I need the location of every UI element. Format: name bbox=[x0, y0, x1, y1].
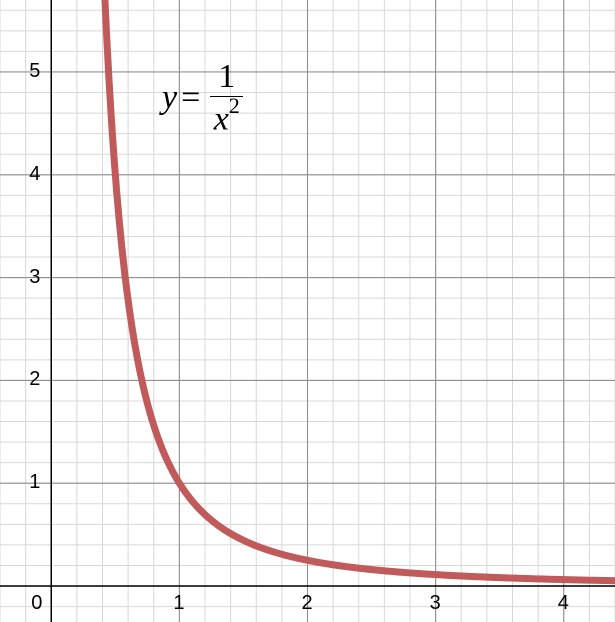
equation-numerator: 1 bbox=[210, 60, 243, 97]
equation-lhs: y bbox=[162, 79, 177, 117]
equation-equals: = bbox=[181, 79, 200, 117]
function-plot bbox=[0, 0, 615, 622]
x-axis-label-2: 2 bbox=[302, 592, 313, 615]
equation-label: y = 1 x2 bbox=[162, 60, 243, 136]
y-axis-label-5: 5 bbox=[29, 60, 40, 83]
x-axis-label-4: 4 bbox=[558, 592, 569, 615]
y-axis-label-1: 1 bbox=[29, 471, 40, 494]
equation-denominator: x2 bbox=[214, 97, 240, 136]
equation-denom-exp: 2 bbox=[229, 93, 240, 118]
equation-denom-base: x bbox=[214, 100, 229, 137]
y-axis-label-2: 2 bbox=[29, 368, 40, 391]
x-axis-label-3: 3 bbox=[430, 592, 441, 615]
x-axis-label-0: 0 bbox=[31, 592, 42, 615]
y-axis-label-4: 4 bbox=[29, 163, 40, 186]
equation-fraction: 1 x2 bbox=[210, 60, 243, 136]
y-axis-label-3: 3 bbox=[29, 266, 40, 289]
x-axis-label-1: 1 bbox=[173, 592, 184, 615]
chart-container: y = 1 x2 0123412345 bbox=[0, 0, 615, 622]
